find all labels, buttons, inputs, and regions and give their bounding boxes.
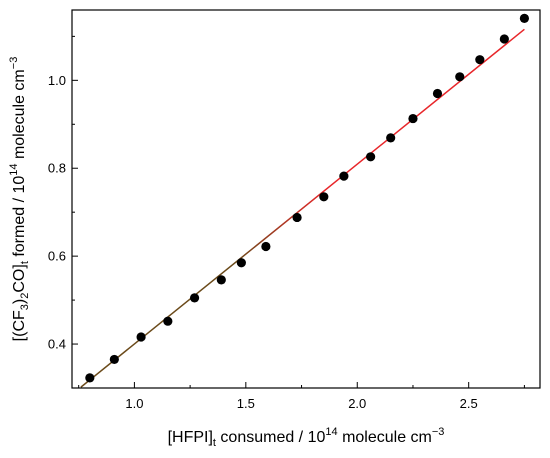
data-point-9 bbox=[292, 212, 302, 223]
data-point-18 bbox=[499, 34, 509, 44]
data-point-14 bbox=[408, 113, 418, 124]
plot-frame bbox=[71, 9, 541, 389]
data-point-10 bbox=[319, 192, 329, 202]
data-point-11 bbox=[339, 171, 349, 181]
x-tick-label: 2.0 bbox=[348, 396, 366, 411]
data-point-3 bbox=[136, 332, 146, 342]
data-point-7 bbox=[236, 258, 246, 268]
x-axis-title: [HFPI]t consumed / 1014 molecule cm−3 bbox=[168, 426, 445, 449]
x-tick-label: 2.5 bbox=[460, 396, 478, 411]
y-tick-label: 0.6 bbox=[48, 249, 66, 264]
x-tick-label: 1.5 bbox=[237, 396, 255, 411]
x-tick-label: 1.0 bbox=[125, 396, 143, 411]
data-point-2 bbox=[109, 354, 119, 365]
data-point-12 bbox=[366, 152, 376, 162]
y-axis-title: [(CF3)2CO]t formed / 1014 molecule cm−3 bbox=[8, 57, 31, 342]
data-point-1 bbox=[85, 373, 95, 383]
data-point-16 bbox=[455, 72, 465, 82]
y-tick-label: 0.8 bbox=[48, 161, 66, 176]
data-point-4 bbox=[163, 316, 173, 326]
data-point-8 bbox=[261, 241, 271, 252]
data-point-5 bbox=[189, 293, 200, 303]
data-point-13 bbox=[386, 133, 396, 143]
data-point-6 bbox=[216, 275, 226, 285]
y-tick-label: 0.4 bbox=[48, 337, 66, 352]
data-point-15 bbox=[432, 88, 443, 99]
fit-line bbox=[80, 28, 525, 388]
data-point-19 bbox=[519, 13, 530, 23]
data-point-17 bbox=[475, 55, 485, 65]
y-tick-label: 1.0 bbox=[48, 73, 66, 88]
